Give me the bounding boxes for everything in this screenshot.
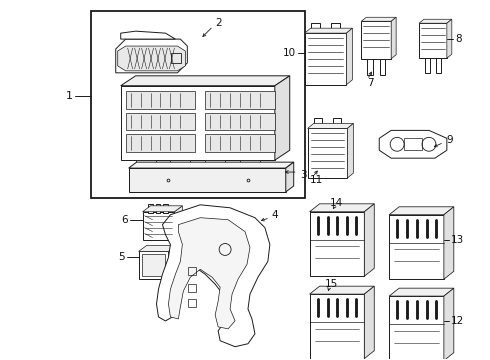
Bar bbox=[424, 54, 430, 73]
Text: 6: 6 bbox=[121, 215, 128, 225]
Text: 4: 4 bbox=[272, 210, 278, 220]
Polygon shape bbox=[391, 17, 396, 59]
Text: 9: 9 bbox=[447, 135, 453, 145]
Polygon shape bbox=[156, 205, 270, 347]
Bar bbox=[205, 160, 225, 170]
Bar bbox=[333, 118, 342, 129]
Bar bbox=[136, 160, 155, 170]
Polygon shape bbox=[389, 207, 454, 215]
Bar bbox=[314, 118, 322, 129]
Bar bbox=[380, 55, 385, 75]
Polygon shape bbox=[444, 207, 454, 279]
Bar bbox=[143, 212, 174, 239]
Bar bbox=[125, 134, 196, 152]
Polygon shape bbox=[116, 39, 187, 73]
Bar bbox=[404, 138, 422, 150]
Polygon shape bbox=[365, 204, 374, 276]
Bar bbox=[188, 299, 196, 307]
Bar bbox=[368, 55, 373, 75]
Bar bbox=[142, 255, 166, 276]
Polygon shape bbox=[310, 286, 374, 294]
Bar bbox=[205, 134, 275, 152]
Polygon shape bbox=[389, 288, 454, 296]
Polygon shape bbox=[118, 46, 185, 71]
Bar bbox=[311, 23, 320, 33]
Bar bbox=[155, 204, 161, 213]
Polygon shape bbox=[286, 162, 294, 192]
Text: 1: 1 bbox=[66, 91, 73, 101]
Text: 13: 13 bbox=[451, 234, 464, 244]
Text: 2: 2 bbox=[215, 18, 222, 28]
Text: 10: 10 bbox=[283, 48, 295, 58]
Text: 5: 5 bbox=[118, 252, 124, 262]
Bar bbox=[188, 284, 196, 292]
Polygon shape bbox=[169, 246, 176, 279]
Bar bbox=[436, 54, 441, 73]
Polygon shape bbox=[447, 19, 452, 58]
Bar bbox=[361, 21, 391, 59]
Bar bbox=[310, 294, 365, 359]
Bar bbox=[147, 204, 152, 213]
Polygon shape bbox=[275, 76, 290, 160]
Polygon shape bbox=[346, 28, 352, 85]
Bar bbox=[171, 160, 190, 170]
Bar bbox=[121, 86, 275, 160]
Polygon shape bbox=[121, 76, 290, 86]
Bar bbox=[240, 160, 260, 170]
Polygon shape bbox=[310, 204, 374, 212]
Bar bbox=[139, 251, 169, 279]
Text: 3: 3 bbox=[300, 170, 306, 180]
Text: 15: 15 bbox=[324, 279, 338, 289]
Text: 7: 7 bbox=[368, 78, 374, 88]
Polygon shape bbox=[121, 31, 175, 39]
Bar bbox=[305, 33, 346, 85]
Bar bbox=[419, 23, 447, 58]
Text: 14: 14 bbox=[329, 198, 343, 208]
Bar bbox=[389, 215, 444, 279]
Polygon shape bbox=[365, 286, 374, 359]
Polygon shape bbox=[139, 246, 176, 251]
Bar bbox=[308, 129, 347, 178]
Bar bbox=[91, 11, 305, 198]
Polygon shape bbox=[305, 28, 352, 33]
Polygon shape bbox=[444, 288, 454, 360]
Bar bbox=[310, 212, 365, 276]
Polygon shape bbox=[169, 218, 250, 329]
Polygon shape bbox=[419, 19, 452, 23]
Bar bbox=[205, 113, 275, 130]
Text: 11: 11 bbox=[310, 175, 323, 185]
Polygon shape bbox=[379, 130, 447, 158]
Bar bbox=[172, 53, 181, 63]
Text: 8: 8 bbox=[455, 34, 462, 44]
Polygon shape bbox=[129, 162, 294, 168]
Polygon shape bbox=[143, 206, 182, 212]
Polygon shape bbox=[174, 206, 182, 239]
Bar bbox=[129, 168, 286, 192]
Bar bbox=[125, 91, 196, 109]
Polygon shape bbox=[347, 123, 353, 178]
Polygon shape bbox=[308, 123, 353, 129]
Bar bbox=[331, 23, 340, 33]
Bar bbox=[389, 296, 444, 360]
Bar bbox=[164, 204, 169, 213]
Bar bbox=[188, 267, 196, 275]
Bar bbox=[205, 91, 275, 109]
Text: 12: 12 bbox=[451, 316, 464, 326]
Bar bbox=[125, 113, 196, 130]
Polygon shape bbox=[361, 17, 396, 21]
